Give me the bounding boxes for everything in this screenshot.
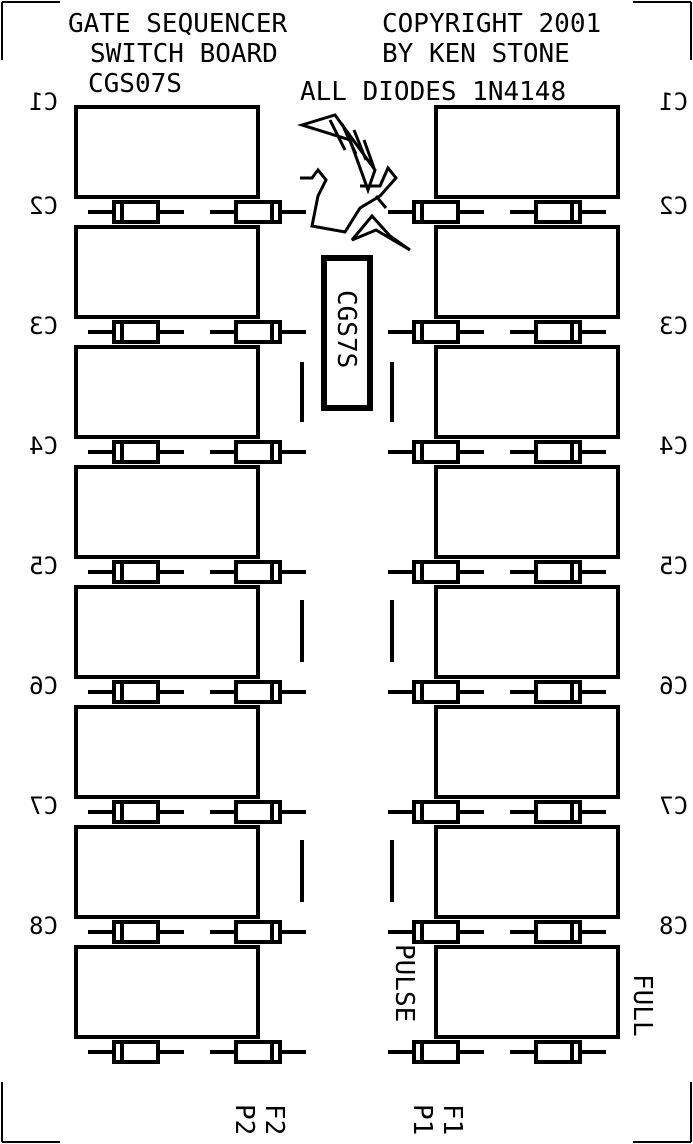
- diode: [388, 680, 484, 704]
- diode: [388, 200, 484, 224]
- copyright-line-2: BY KEN STONE: [382, 39, 570, 69]
- row-label-left: C7: [29, 792, 58, 820]
- diode: [210, 920, 306, 944]
- diode: [88, 440, 184, 464]
- title-line-1: GATE SEQUENCER: [68, 9, 287, 39]
- diode: [88, 320, 184, 344]
- full-label: FULL: [627, 974, 657, 1037]
- switch-pad-left: [74, 705, 260, 799]
- diode: [88, 920, 184, 944]
- diode-footprints: [88, 200, 606, 1064]
- diode: [388, 320, 484, 344]
- row-label-right: C2: [659, 192, 688, 220]
- corner-mark-top-right: [633, 1, 692, 60]
- f2-label: F2: [259, 1104, 289, 1135]
- corner-mark-top-left: [1, 1, 60, 60]
- row-label-left: C3: [29, 312, 58, 340]
- ic-label: CGS7S: [331, 290, 361, 368]
- row-label-left: C6: [29, 672, 58, 700]
- row-labels-left: C1 C2 C3 C4 C5 C6 C7 C8: [29, 88, 58, 940]
- title-line-2: SWITCH BOARD: [90, 39, 278, 69]
- diode: [510, 800, 606, 824]
- corner-mark-bottom-left: [1, 1082, 60, 1143]
- row-label-right: C7: [659, 792, 688, 820]
- diode-note: ALL DIODES 1N4148: [300, 77, 566, 107]
- switch-pad-right: [434, 225, 620, 319]
- switch-pad-left: [74, 825, 260, 919]
- switch-pad-right: [434, 705, 620, 799]
- diode: [510, 560, 606, 584]
- diode: [88, 1040, 184, 1064]
- diode: [210, 680, 306, 704]
- row-label-right: C5: [659, 552, 688, 580]
- row-label-left: C1: [29, 88, 58, 116]
- diode: [88, 560, 184, 584]
- diode: [510, 320, 606, 344]
- switch-pad-right: [434, 465, 620, 559]
- diode: [388, 560, 484, 584]
- diode: [510, 680, 606, 704]
- diode: [88, 680, 184, 704]
- diode: [210, 440, 306, 464]
- switch-pad-left: [74, 945, 260, 1039]
- diode: [388, 920, 484, 944]
- diode: [210, 200, 306, 224]
- row-label-right: C4: [659, 432, 688, 460]
- pulse-label: PULSE: [389, 944, 419, 1022]
- diode: [210, 560, 306, 584]
- switch-pad-right: [434, 825, 620, 919]
- logo-drawing: [296, 113, 411, 252]
- switch-pads-left: [74, 105, 260, 1039]
- diode: [388, 440, 484, 464]
- p2-label: P2: [229, 1104, 259, 1135]
- diode: [210, 800, 306, 824]
- diode: [210, 1040, 306, 1064]
- switch-pad-left: [74, 225, 260, 319]
- row-label-right: C1: [659, 88, 688, 116]
- diode: [210, 320, 306, 344]
- diode: [510, 440, 606, 464]
- switch-pads-right: [434, 105, 620, 1039]
- switch-pad-left: [74, 465, 260, 559]
- diode: [88, 200, 184, 224]
- diode: [510, 1040, 606, 1064]
- marker-bars: [300, 362, 394, 902]
- diode: [510, 200, 606, 224]
- p1-label: P1: [407, 1104, 437, 1135]
- part-code: CGS07S: [88, 69, 182, 99]
- corner-mark-bottom-right: [633, 1082, 692, 1143]
- switch-pad-left: [74, 345, 260, 439]
- row-label-left: C2: [29, 192, 58, 220]
- switch-pad-right: [434, 105, 620, 199]
- diode: [388, 1040, 484, 1064]
- row-label-right: C3: [659, 312, 688, 340]
- row-labels-right: C1 C2 C3 C4 C5 C6 C7 C8: [659, 88, 688, 940]
- switch-pad-left: [74, 105, 260, 199]
- switch-pad-right: [434, 345, 620, 439]
- row-label-left: C8: [29, 912, 58, 940]
- ic-footprint: [321, 255, 373, 411]
- row-label-left: C4: [29, 432, 58, 460]
- diode: [388, 800, 484, 824]
- row-label-right: C8: [659, 912, 688, 940]
- f1-label: F1: [437, 1104, 467, 1135]
- switch-pad-right: [434, 585, 620, 679]
- diode: [88, 800, 184, 824]
- switch-pad-left: [74, 585, 260, 679]
- copyright-line-1: COPYRIGHT 2001: [382, 9, 601, 39]
- switch-pad-right: [434, 945, 620, 1039]
- row-label-left: C5: [29, 552, 58, 580]
- row-label-right: C6: [659, 672, 688, 700]
- diode: [510, 920, 606, 944]
